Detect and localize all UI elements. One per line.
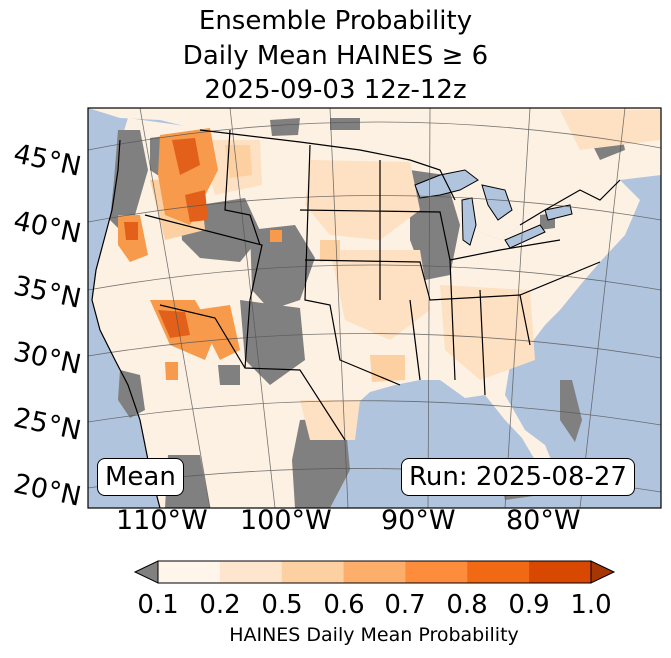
lon-label-100w: 100°W [240, 505, 332, 536]
lon-label-110w: 110°W [116, 505, 208, 536]
colorbar-cell [467, 561, 530, 583]
colorbar-tick-5: 0.8 [446, 590, 488, 620]
colorbar-tick-6: 0.9 [508, 590, 550, 620]
colorbar-label: HAINES Daily Mean Probability [229, 624, 519, 646]
colorbar-tick-7: 1.0 [570, 590, 612, 620]
colorbar-cell [529, 561, 592, 583]
map-title-line-2: Daily Mean HAINES ≥ 6 [182, 41, 489, 71]
colorbar [133, 560, 616, 584]
colorbar-tick-2: 0.5 [261, 590, 303, 620]
run-date-box: Run: 2025-08-27 [401, 458, 635, 496]
lon-label-80w: 80°W [506, 505, 581, 536]
colorbar-under-arrow [133, 560, 159, 584]
max-probability-cells [124, 138, 208, 338]
colorbar-cell [219, 561, 283, 583]
colorbar-cell [281, 561, 345, 583]
map-title-line-3: 2025-09-03 12z-12z [204, 75, 467, 105]
colorbar-cell [343, 561, 406, 583]
colorbar-tick-3: 0.6 [323, 590, 365, 620]
borders [91, 129, 621, 508]
colorbar-over-arrow [590, 560, 616, 584]
colorbar-tick-0: 0.1 [137, 590, 179, 620]
colorbar-cell [158, 561, 221, 583]
canada-land [88, 108, 661, 240]
colorbar-tick-1: 0.2 [199, 590, 241, 620]
colorbar-cell [405, 561, 468, 583]
lon-label-90w: 90°W [381, 505, 456, 536]
colorbar-tick-4: 0.7 [384, 590, 426, 620]
stat-label-box: Mean [97, 458, 184, 496]
map-title-line-1: Ensemble Probability [198, 6, 473, 36]
